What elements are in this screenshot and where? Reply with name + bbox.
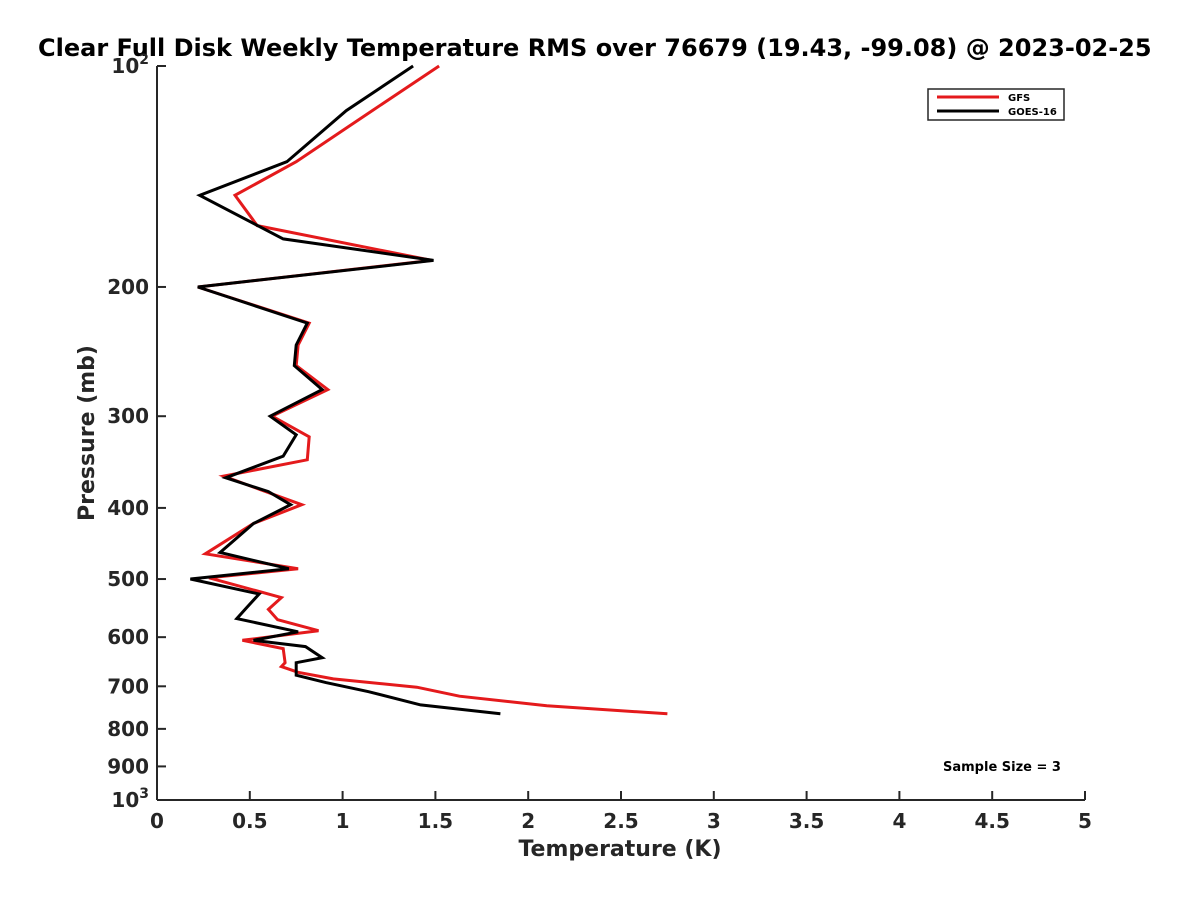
y-tick-label: 600 (107, 625, 149, 649)
y-tick-label: 800 (107, 717, 149, 741)
x-tick-label: 3 (707, 809, 721, 833)
y-tick-label: 900 (107, 754, 149, 778)
x-tick-label: 4 (892, 809, 906, 833)
x-tick-label: 1.5 (418, 809, 453, 833)
plot-area: 0 0.5 1 1.5 2 2.5 3 3.5 4 4.5 5 102 200 300 400 500 600 7… (107, 52, 1092, 833)
series-line-gfs (197, 64, 668, 716)
y-tick-label: 200 (107, 275, 149, 299)
x-tick-label: 0 (150, 809, 164, 833)
x-tick-label: 2 (521, 809, 535, 833)
sample-size-note: Sample Size = 3 (943, 760, 1061, 775)
x-tick-label: 2.5 (603, 809, 638, 833)
y-tick-label: 300 (107, 404, 149, 428)
x-tick-label: 0.5 (232, 809, 267, 833)
legend-label-goes-16: GOES-16 (1008, 107, 1057, 118)
x-tick-label: 4.5 (974, 809, 1009, 833)
x-tick-label: 3.5 (789, 809, 824, 833)
x-tick-label: 5 (1078, 809, 1092, 833)
y-tick-label: 400 (107, 496, 149, 520)
legend-box (927, 88, 1065, 121)
y-tick-label: 103 (111, 786, 149, 812)
x-axis-label: Temperature (K) (518, 837, 721, 862)
y-axis-label: Pressure (mb) (75, 345, 100, 521)
y-tick-label: 102 (111, 52, 149, 78)
y-tick-label: 700 (107, 674, 149, 698)
series-line-goes-16 (190, 64, 501, 716)
x-tick-label: 1 (336, 809, 350, 833)
y-tick-label: 500 (107, 567, 149, 591)
legend-label-gfs: GFS (1008, 93, 1030, 104)
chart-title: Clear Full Disk Weekly Temperature RMS o… (38, 34, 1152, 62)
legend: GFS GOES-16 (927, 88, 1065, 121)
